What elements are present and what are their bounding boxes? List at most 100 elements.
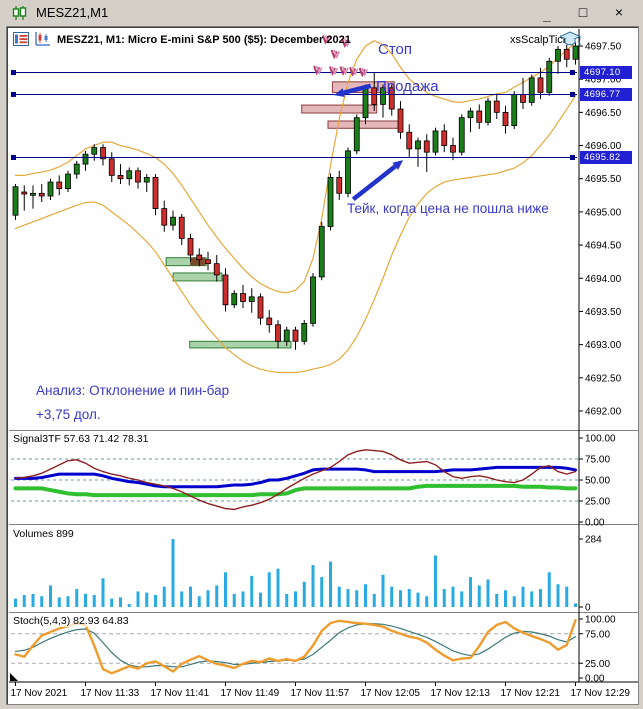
volume-bar	[101, 578, 105, 607]
volumes-pane-label: Volumes 899	[13, 528, 74, 540]
scroll-start-marker	[10, 673, 18, 681]
upper-band-line[interactable]	[14, 40, 577, 294]
volume-bar	[425, 596, 429, 607]
stoch-main-line[interactable]	[14, 618, 577, 675]
candle-body	[170, 216, 176, 226]
envelope-bands	[14, 40, 577, 374]
stop-annotation[interactable]: Стоп	[378, 41, 412, 58]
candle-body	[493, 100, 500, 113]
stoch-scale-label: 100.00	[585, 615, 616, 626]
signal3tf-green-line[interactable]	[13, 483, 578, 498]
hline-anchor[interactable]	[11, 91, 16, 97]
volume-bar	[451, 586, 455, 607]
sell-arrow-icon	[339, 66, 347, 76]
candle-body	[222, 274, 229, 306]
volume-bar	[320, 577, 324, 607]
hline-anchor[interactable]	[570, 154, 575, 160]
volume-bar	[469, 577, 472, 607]
hline-anchor[interactable]	[570, 70, 575, 76]
volume-bar	[119, 597, 122, 607]
volume-bar	[66, 596, 70, 607]
highlighted-price-tag: 4695.82	[580, 150, 632, 164]
candle-body	[100, 147, 106, 160]
chart-type-icon[interactable]	[35, 32, 51, 51]
candle-body	[310, 276, 316, 324]
volume-bar	[154, 595, 157, 607]
sell-arrow-icon	[330, 49, 338, 60]
volume-bar	[407, 589, 411, 607]
candle-body	[511, 94, 518, 127]
candle-body	[117, 175, 124, 180]
candle-body	[318, 226, 325, 278]
volume-bar	[145, 592, 149, 607]
price-axis[interactable]: 4697.50 4697.00 4696.50 4696.00 4695.50 4695.…	[9, 29, 638, 685]
horizontal-price-lines[interactable]	[11, 70, 577, 160]
volume-bar	[434, 555, 437, 607]
time-axis[interactable]: 17 Nov 2021 17 Nov 11:33 17 Nov 11:41 17 No…	[11, 682, 631, 699]
volume-bar	[381, 574, 385, 607]
pane-separator[interactable]	[9, 612, 638, 613]
candle-body	[555, 48, 561, 62]
candle-body	[345, 150, 351, 194]
pane-separator[interactable]	[9, 430, 638, 431]
volume-bar	[512, 596, 516, 607]
candle-body	[301, 322, 308, 342]
candle-body	[257, 296, 264, 319]
price-axis-label: 4692.50	[585, 373, 622, 384]
candle-body	[432, 130, 439, 153]
volume-bar	[22, 595, 26, 607]
sell-annotation[interactable]: Продажа	[376, 78, 439, 95]
pane-separator[interactable]	[9, 525, 638, 526]
stoch-pane-label: Stoch(5,4,3) 82.93 64.83	[13, 615, 129, 627]
close-button[interactable]: ×	[614, 4, 624, 20]
supply-demand-zone[interactable]	[189, 340, 292, 349]
symbol-list-icon[interactable]	[13, 32, 29, 51]
title-bar[interactable]: MESZ21,M1 _ □ ×	[0, 0, 643, 25]
take-arrow[interactable]	[351, 164, 397, 202]
maximize-button[interactable]: □	[578, 4, 588, 20]
volume-bar	[416, 592, 420, 607]
pane-separator[interactable]	[9, 431, 638, 432]
candle-body	[56, 181, 63, 190]
take-annotation[interactable]: Тейк, когда цена не пошла ниже	[347, 201, 549, 216]
minimize-button[interactable]: _	[543, 7, 551, 23]
supply-demand-zone[interactable]	[172, 272, 223, 282]
candle-body	[248, 296, 255, 302]
time-axis-label: 17 Nov 11:41	[151, 688, 210, 699]
volume-bar	[460, 591, 464, 607]
analysis-annotation-line2[interactable]: +3,75 дол.	[36, 407, 101, 422]
hline-anchor[interactable]	[11, 70, 16, 76]
hline-anchor[interactable]	[11, 154, 16, 160]
highlighted-price-tag: 4697.10	[580, 66, 632, 80]
analysis-annotation-line1[interactable]: Анализ: Отклонение и пин-бар	[36, 383, 230, 398]
window-title: MESZ21,M1	[36, 5, 109, 20]
volume-bar	[171, 539, 175, 607]
signal3tf-red-line[interactable]	[14, 449, 577, 511]
volume-bar	[355, 590, 359, 607]
volume-bar	[504, 590, 507, 607]
hline-anchor[interactable]	[570, 91, 575, 97]
supply-demand-zone[interactable]	[301, 104, 378, 114]
signal3tf-blue-line[interactable]	[14, 465, 577, 489]
candle-body	[283, 329, 290, 342]
annotation-arrows[interactable]	[334, 83, 404, 202]
pane-separator[interactable]	[9, 524, 638, 525]
sell-arrow-icon	[329, 66, 336, 76]
volume-bar	[224, 572, 227, 607]
zone-rectangles[interactable]	[165, 81, 400, 349]
sell-arrow[interactable]	[343, 83, 372, 95]
candle-body	[362, 87, 369, 119]
volume-bar	[521, 586, 525, 607]
chart-client-area[interactable]: 4697.50 4697.00 4696.50 4696.00 4695.50 4695.…	[9, 29, 638, 704]
lower-band-line[interactable]	[14, 95, 577, 374]
sell-arrow-head[interactable]	[334, 88, 345, 98]
price-axis-label: 4693.00	[585, 340, 622, 351]
candle-body	[240, 293, 246, 302]
pane-separator[interactable]	[9, 613, 638, 614]
take-arrow-head[interactable]	[392, 160, 404, 170]
candle-body	[537, 77, 544, 93]
chart-canvas[interactable]: 4697.50 4697.00 4696.50 4696.00 4695.50 4695.…	[9, 29, 638, 704]
candle-body	[231, 293, 238, 306]
time-axis-label: 17 Nov 11:33	[81, 688, 140, 699]
volume-bar	[215, 585, 219, 607]
